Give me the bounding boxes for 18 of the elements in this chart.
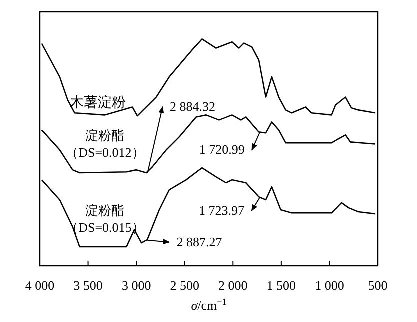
annotation: 1 723.97 — [199, 202, 246, 218]
annotation: 2 887.27 — [176, 234, 223, 250]
x-tick-label: 2 000 — [218, 278, 248, 293]
annotation: 1 723.97 — [199, 197, 260, 218]
x-tick-label: 500 — [368, 278, 388, 293]
series-label: 淀粉酯（DS=0.012） — [66, 128, 145, 160]
x-tick-label: 3 500 — [74, 278, 103, 293]
x-tick-label: 4 000 — [25, 278, 55, 293]
annotation: 2 887.27 — [146, 234, 222, 250]
x-tick-label: 3 000 — [122, 278, 152, 293]
x-tick-label: 1 500 — [266, 278, 296, 293]
x-axis-title: σ/cm$^{−1}$ — [191, 297, 227, 313]
annotation: 1 720.99 — [199, 132, 261, 158]
annotation: 1 720.99 — [199, 142, 245, 158]
annotation: 2 884.32 — [170, 99, 216, 114]
x-tick-label: 1 000 — [315, 278, 344, 293]
series-label: 木薯淀粉 — [70, 95, 126, 112]
x-tick-label: 2 500 — [170, 278, 200, 293]
